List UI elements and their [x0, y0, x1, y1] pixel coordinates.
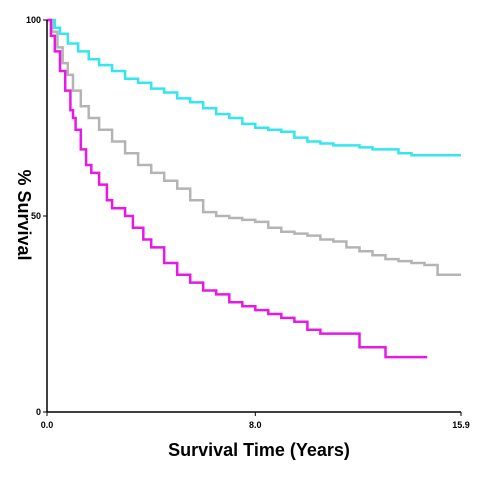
x-tick-label: 8.0: [249, 420, 262, 430]
x-tick-label: 15.9: [452, 420, 470, 430]
x-axis-title: Survival Time (Years): [168, 440, 350, 460]
axis-ticks: 0.0 8.0 15.9 0 50 100: [26, 15, 470, 430]
y-tick-label: 50: [31, 211, 41, 221]
y-axis-title: % Survival: [14, 169, 34, 260]
x-tick-label: 0.0: [41, 420, 54, 430]
survival-curve-3: [47, 18, 428, 359]
survival-curve-2: [47, 18, 461, 277]
y-tick-label: 0: [36, 407, 41, 417]
y-tick-label: 100: [26, 15, 41, 25]
survival-curve-1: [47, 18, 461, 157]
survival-curves: [47, 18, 461, 359]
